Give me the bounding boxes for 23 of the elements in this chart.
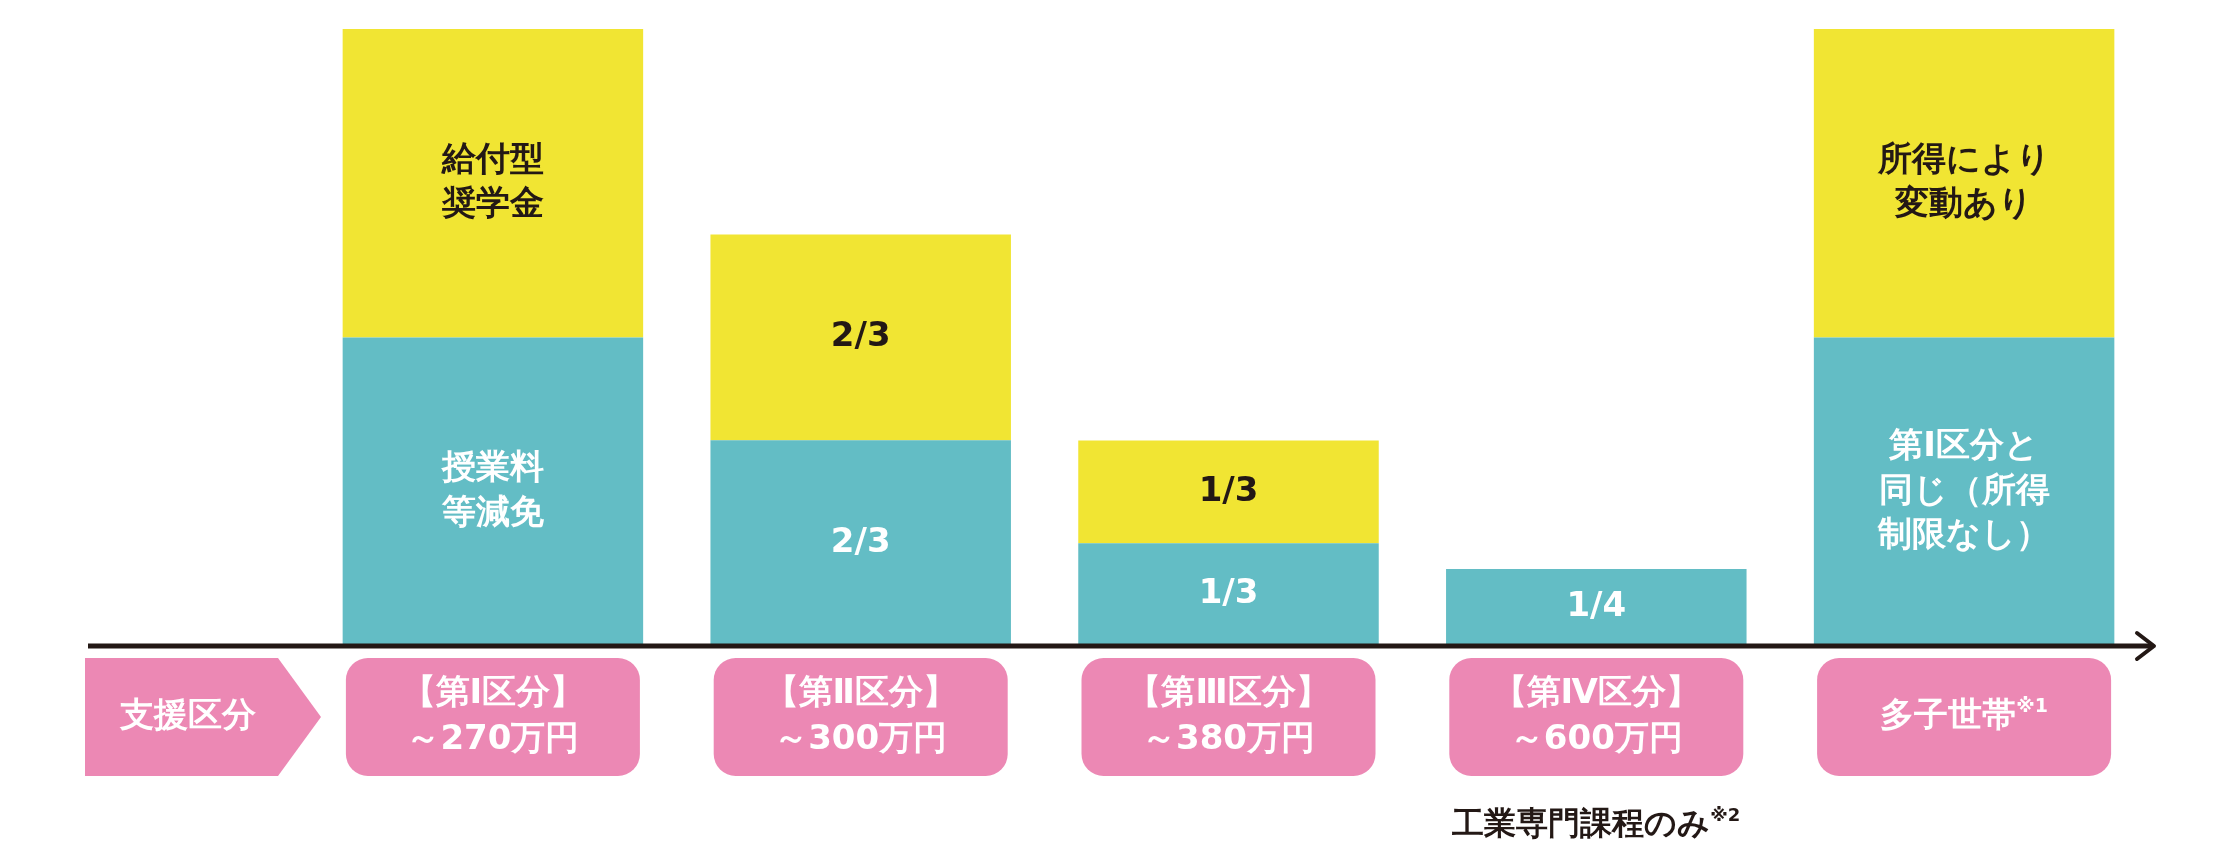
bar [342, 29, 644, 338]
data-label: 授業料等減免 [440, 446, 544, 531]
data-label: 1/3 [1198, 571, 1259, 612]
bar [710, 440, 1011, 646]
bar [710, 234, 1011, 441]
x-axis-title: 支援区分 [119, 693, 256, 734]
data-label: 2/3 [830, 314, 891, 355]
data-label: 2/3 [830, 519, 891, 560]
data-label: 1/3 [1198, 468, 1259, 509]
bar [342, 337, 644, 646]
category-label: 【第Ⅱ区分】～300万円 [764, 670, 957, 757]
bar [1813, 337, 2115, 646]
bar [1078, 440, 1379, 544]
category-label: 【第Ⅰ区分】～270万円 [401, 670, 585, 757]
text: 所得により変動あり [1877, 137, 2051, 223]
category-label: 【第Ⅲ区分】～380万円 [1127, 670, 1330, 757]
bar [1446, 568, 1747, 646]
data-label: 1/4 [1566, 584, 1627, 625]
bar [1078, 543, 1379, 646]
category-label: 【第Ⅳ区分】～600万円 [1492, 670, 1700, 757]
text: 第Ⅰ区分と同じ（所得制限なし） [1878, 424, 2051, 553]
bar [1813, 29, 2115, 338]
data-label: 給付型奨学金 [440, 137, 544, 223]
